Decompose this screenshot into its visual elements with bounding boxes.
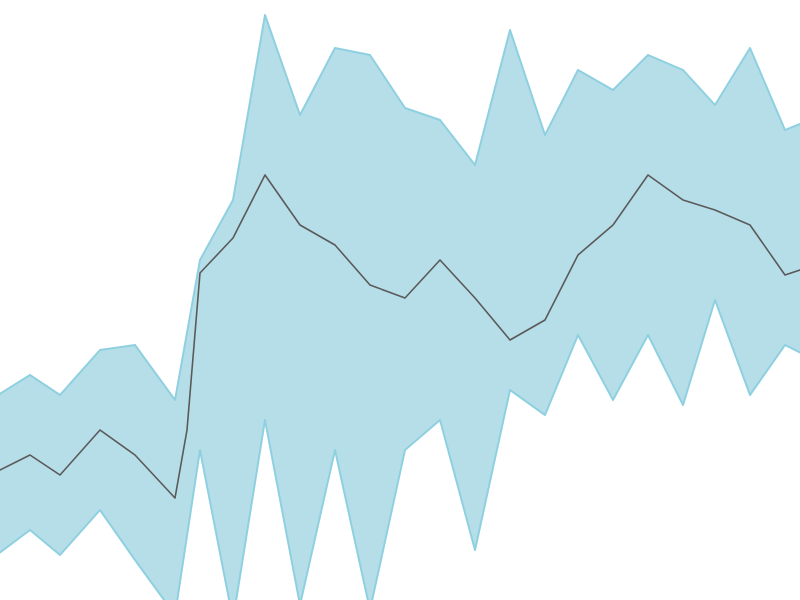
chart-svg [0,0,800,600]
confidence-band-chart [0,0,800,600]
